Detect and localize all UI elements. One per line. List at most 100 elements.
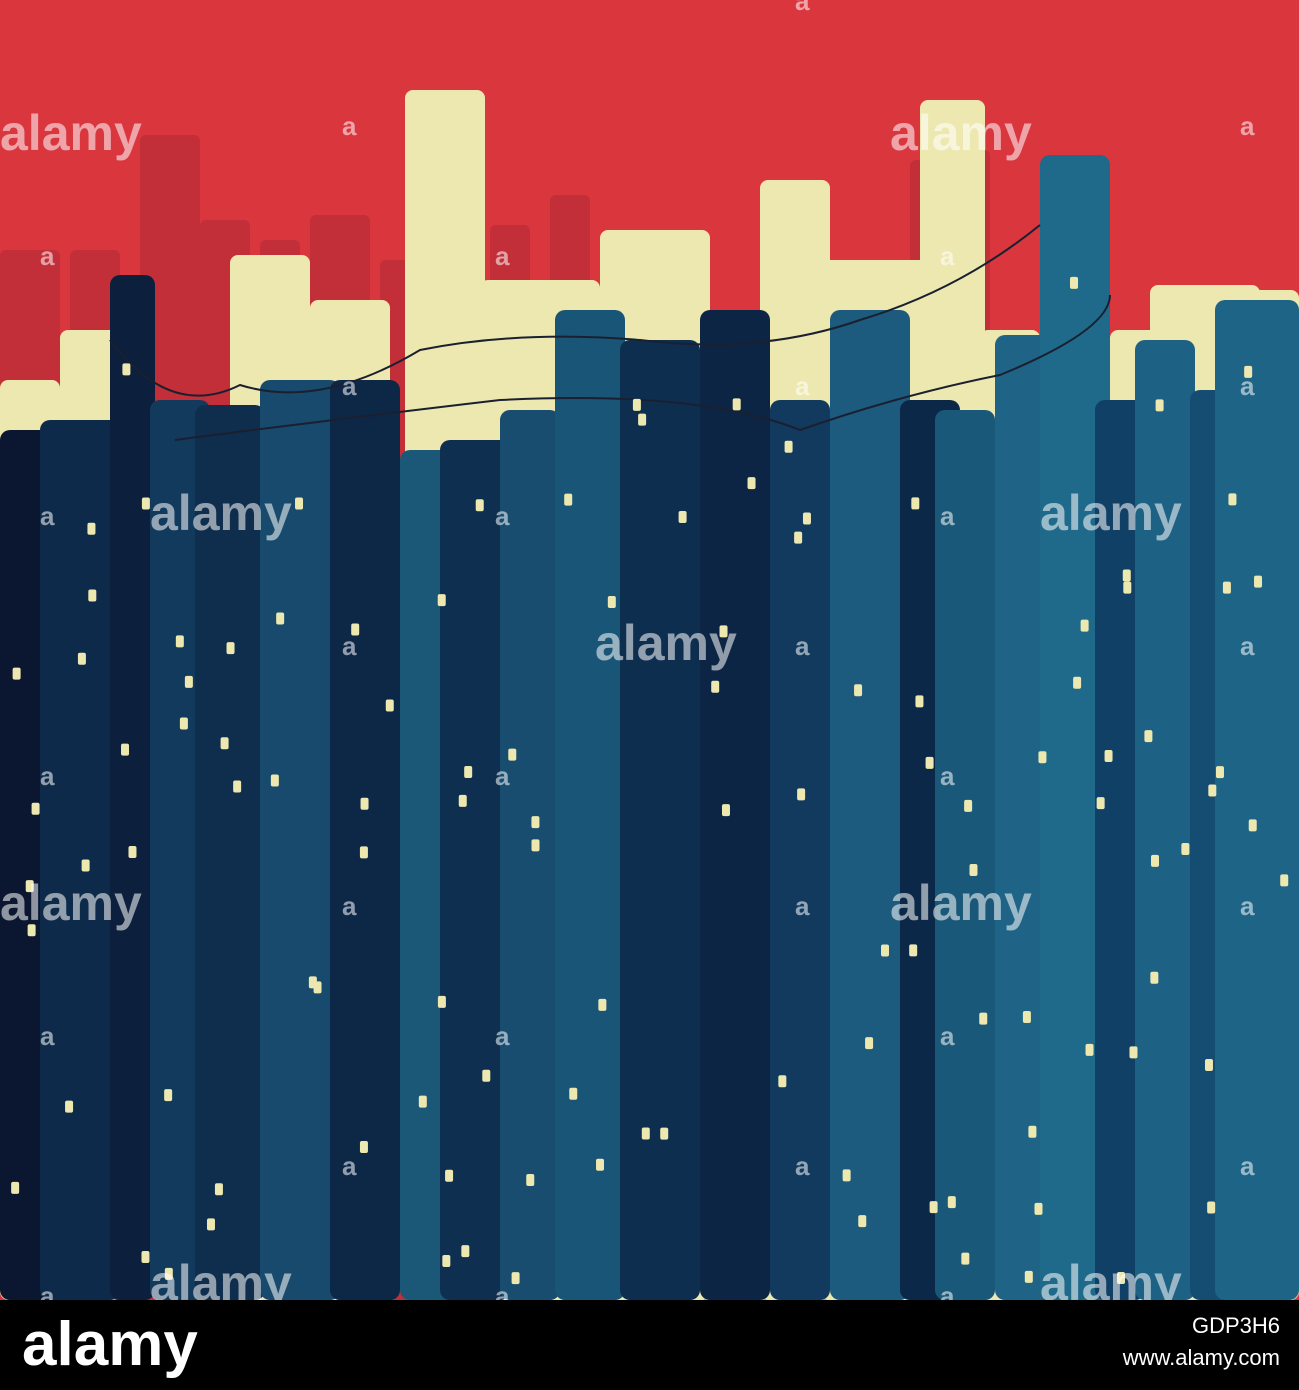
wire: [174, 294, 1111, 441]
window: [11, 1181, 20, 1194]
watermark: alamy: [150, 485, 292, 541]
window: [461, 1245, 470, 1258]
window: [569, 1087, 578, 1100]
window: [360, 797, 369, 810]
window: [1022, 1011, 1031, 1024]
window: [1024, 1270, 1033, 1283]
watermark-mark: a: [795, 371, 810, 401]
window: [220, 737, 229, 750]
window: [141, 1250, 150, 1263]
watermark: alamy: [0, 105, 142, 161]
window: [87, 522, 96, 535]
wires: [109, 224, 1111, 441]
window: [1150, 971, 1159, 984]
window: [632, 398, 641, 411]
building: [1095, 400, 1145, 1300]
window: [1228, 493, 1237, 506]
window: [1073, 676, 1082, 689]
window: [164, 1089, 173, 1102]
window: [508, 748, 517, 761]
window: [1096, 797, 1105, 810]
watermark-mark: a: [40, 501, 55, 531]
window: [351, 623, 360, 636]
watermark-mark: a: [495, 761, 510, 791]
building: [195, 405, 265, 1300]
window: [1207, 1201, 1216, 1214]
building: [1040, 155, 1110, 1300]
window: [1117, 1272, 1126, 1285]
window: [65, 1100, 74, 1113]
window: [226, 642, 235, 655]
window: [641, 1127, 650, 1140]
window: [31, 802, 40, 815]
window: [1129, 1046, 1138, 1059]
window: [865, 1037, 874, 1050]
window: [607, 595, 616, 608]
blue-buildings: [0, 155, 1299, 1300]
window: [206, 1218, 215, 1231]
window: [802, 512, 811, 525]
building: [500, 410, 560, 1300]
window: [1244, 365, 1253, 378]
window: [214, 1183, 223, 1196]
window: [564, 493, 573, 506]
watermark-mark: a: [940, 501, 955, 531]
window: [1034, 1202, 1043, 1215]
window: [526, 1174, 535, 1187]
window: [295, 497, 304, 510]
building: [620, 340, 700, 1300]
window: [121, 743, 130, 756]
window: [511, 1272, 520, 1285]
window: [1104, 749, 1113, 762]
building: [555, 310, 625, 1300]
building: [330, 380, 400, 1300]
window: [1080, 619, 1089, 632]
window: [1280, 874, 1289, 887]
window: [531, 816, 540, 829]
watermark-mark: a: [40, 1021, 55, 1051]
window: [660, 1127, 669, 1140]
window: [1123, 581, 1132, 594]
building: [110, 275, 155, 1300]
window: [458, 794, 467, 807]
window: [1144, 730, 1153, 743]
window: [794, 531, 803, 544]
window: [1181, 842, 1190, 855]
window: [1028, 1125, 1037, 1138]
building: [260, 380, 340, 1300]
building: [1135, 340, 1195, 1300]
footer-url: www.alamy.com: [1122, 1345, 1280, 1370]
window: [276, 612, 285, 625]
watermark-mark: a: [1240, 371, 1255, 401]
window: [1254, 575, 1263, 588]
watermark-mark: a: [795, 631, 810, 661]
window: [1085, 1043, 1094, 1056]
watermark-mark: a: [40, 241, 55, 271]
watermark-mark: a: [495, 241, 510, 271]
window: [1151, 854, 1160, 867]
window: [1222, 581, 1231, 594]
window: [233, 780, 242, 793]
window: [598, 998, 607, 1011]
building: [935, 410, 995, 1300]
window: [445, 1169, 454, 1182]
window: [88, 589, 97, 602]
watermark-mark: a: [342, 371, 357, 401]
watermark-mark: a: [795, 891, 810, 921]
building: [770, 400, 830, 1300]
watermark-mark: a: [795, 0, 810, 16]
watermark-mark: a: [40, 761, 55, 791]
window: [308, 976, 317, 989]
building: [440, 440, 510, 1300]
footer-bar: [0, 1300, 1299, 1390]
watermark-mark: a: [1240, 891, 1255, 921]
watermark-mark: a: [495, 501, 510, 531]
window: [179, 717, 188, 730]
window: [385, 699, 394, 712]
building: [40, 420, 120, 1300]
window: [719, 625, 728, 638]
window: [797, 788, 806, 801]
watermark-mark: a: [1240, 111, 1255, 141]
window: [1155, 399, 1164, 412]
